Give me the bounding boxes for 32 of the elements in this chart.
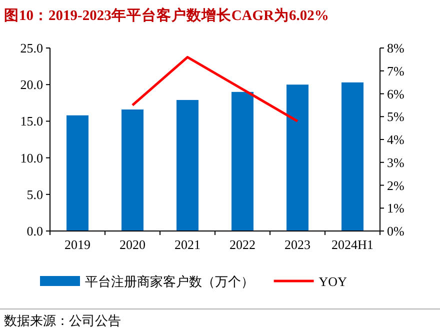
y-tick-label: 15.0 [20, 114, 43, 129]
bar [66, 115, 88, 231]
source-note: 数据来源：公司公告 [4, 313, 121, 328]
chart-title: 图10：2019-2023年平台客户数增长CAGR为6.02% [4, 6, 329, 24]
x-tick-label: 2021 [174, 237, 200, 252]
x-tick-label: 2022 [230, 237, 256, 252]
x-tick-label: 2024H1 [332, 237, 374, 252]
bar [286, 84, 308, 231]
x-tick-label: 2023 [284, 237, 310, 252]
y2-tick-label: 6% [387, 86, 404, 102]
legend-label: 平台注册商家客户数（万个） [85, 274, 254, 289]
legend-label: YOY [318, 274, 348, 289]
y-tick-label: 25.0 [20, 40, 43, 56]
x-tick-label: 2020 [120, 237, 146, 252]
y2-tick-label: 0% [387, 224, 404, 238]
y-tick-label: 20.0 [20, 77, 43, 92]
y2-tick-label: 5% [387, 109, 404, 124]
y2-tick-label: 8% [387, 40, 404, 56]
line-series [131, 56, 299, 122]
bar [122, 109, 144, 231]
y2-tick-label: 1% [387, 200, 404, 216]
y2-tick-label: 4% [387, 132, 404, 147]
bar [342, 82, 364, 231]
y-tick-label: 10.0 [20, 150, 43, 166]
y2-tick-label: 3% [387, 154, 404, 170]
y2-tick-label: 2% [387, 178, 404, 193]
bar [176, 100, 198, 231]
bar [232, 92, 254, 231]
y-tick-label: 5.0 [26, 186, 43, 202]
y-tick-label: 0.0 [26, 224, 43, 238]
x-tick-label: 2019 [64, 237, 90, 252]
y2-tick-label: 7% [387, 63, 404, 78]
